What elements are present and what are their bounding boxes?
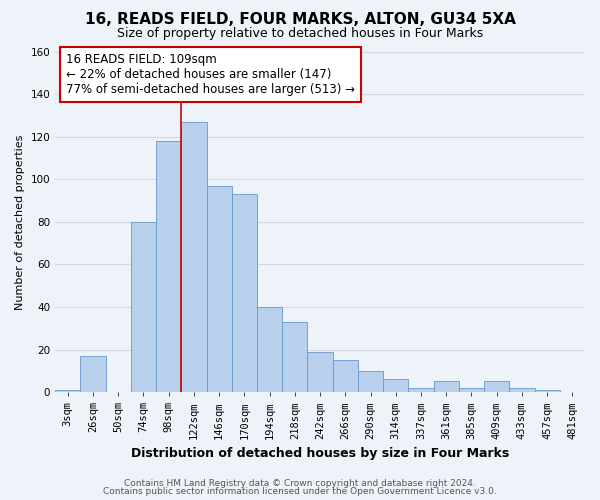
Bar — [257, 307, 282, 392]
Bar — [535, 390, 560, 392]
Text: Size of property relative to detached houses in Four Marks: Size of property relative to detached ho… — [117, 28, 483, 40]
Bar — [156, 141, 181, 392]
Bar — [181, 122, 206, 392]
X-axis label: Distribution of detached houses by size in Four Marks: Distribution of detached houses by size … — [131, 447, 509, 460]
Bar — [80, 356, 106, 392]
Bar — [206, 186, 232, 392]
Bar — [434, 382, 459, 392]
Bar — [459, 388, 484, 392]
Bar — [509, 388, 535, 392]
Bar — [383, 380, 409, 392]
Bar — [409, 388, 434, 392]
Text: 16, READS FIELD, FOUR MARKS, ALTON, GU34 5XA: 16, READS FIELD, FOUR MARKS, ALTON, GU34… — [85, 12, 515, 28]
Bar — [484, 382, 509, 392]
Bar — [282, 322, 307, 392]
Bar — [332, 360, 358, 392]
Bar — [55, 390, 80, 392]
Text: Contains public sector information licensed under the Open Government Licence v3: Contains public sector information licen… — [103, 487, 497, 496]
Bar — [307, 352, 332, 392]
Text: 16 READS FIELD: 109sqm
← 22% of detached houses are smaller (147)
77% of semi-de: 16 READS FIELD: 109sqm ← 22% of detached… — [66, 53, 355, 96]
Bar — [358, 371, 383, 392]
Text: Contains HM Land Registry data © Crown copyright and database right 2024.: Contains HM Land Registry data © Crown c… — [124, 478, 476, 488]
Bar — [131, 222, 156, 392]
Bar — [232, 194, 257, 392]
Y-axis label: Number of detached properties: Number of detached properties — [15, 134, 25, 310]
